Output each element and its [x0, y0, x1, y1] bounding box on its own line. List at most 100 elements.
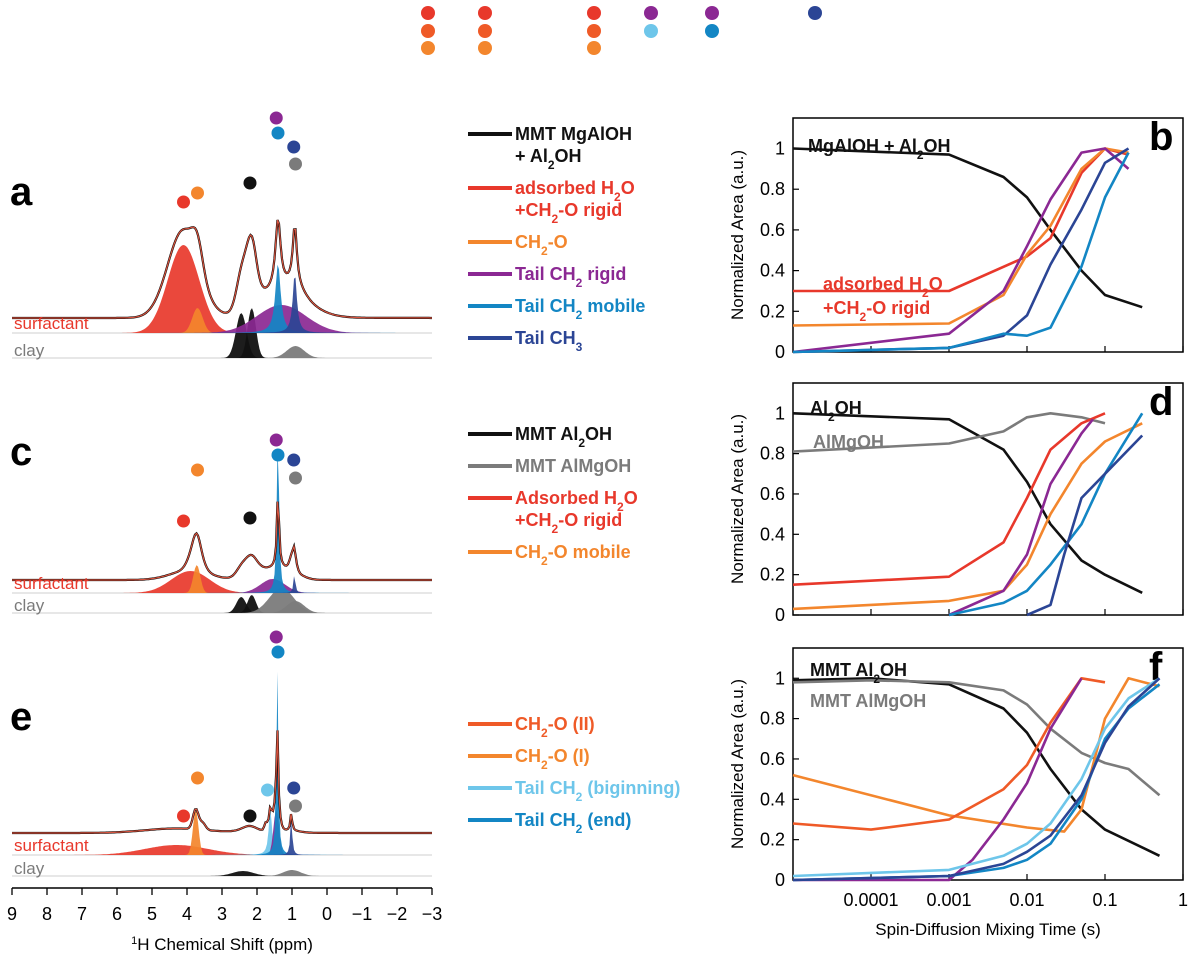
legend-label: Tail CH2 rigid [515, 264, 626, 290]
tick-label: −3 [422, 904, 443, 924]
top-dot-orange [421, 41, 435, 55]
y-axis-label: Normalized Area (a.u.) [728, 150, 747, 320]
nmr-panel-e: e surfactant clay CH2-O (II) CH2-O (I) Tail C… [10, 630, 680, 878]
y-tick-label: 0 [775, 605, 785, 625]
series-line-navy [1026, 434, 1144, 617]
legend-item: CH2-O (I) [468, 746, 590, 772]
y-tick-label: 0.4 [760, 261, 785, 281]
legend-label: Tail CH3 [515, 328, 583, 354]
series-line-red [793, 147, 1129, 293]
x-tick-label: 0.01 [1009, 890, 1044, 910]
series-line-gray [792, 412, 1106, 453]
top-dot-navy [808, 6, 822, 20]
x-tick-label: 1 [1178, 890, 1188, 910]
series-line-purple [948, 418, 1094, 617]
plot-frame [792, 647, 1184, 881]
annotation-black: MMT Al2OH [810, 660, 907, 686]
top-dot-purple [705, 6, 719, 20]
surfactant-component-red [12, 571, 432, 593]
y-tick-label: 0 [775, 342, 785, 362]
peak-dot-gray [289, 471, 302, 485]
surfactant-component-red [12, 845, 432, 855]
tick-label: 1 [287, 904, 297, 924]
top-dot-blue [705, 24, 719, 38]
legend-label: MMT MgAlOH [515, 124, 632, 144]
peak-dot-gray [289, 799, 302, 813]
peak-dot-black [243, 176, 257, 190]
y-tick-label: 1 [775, 139, 785, 159]
top-dot-orange [587, 41, 601, 55]
top-dot-red [421, 6, 435, 20]
clay-component-black [12, 595, 432, 613]
legend-label: +CH2-O rigid [515, 200, 622, 226]
peak-dot-red [177, 809, 190, 823]
legend-label: adsorbed H2O [515, 178, 635, 204]
series-line-light_blue [792, 677, 1161, 878]
series-line-blue [792, 683, 1161, 882]
annotation-gray: MMT AlMgOH [810, 691, 926, 711]
top-dot-red [478, 6, 492, 20]
plot-frame [792, 117, 1184, 353]
series-line-purple [793, 677, 1083, 882]
y-tick-label: 0.8 [760, 179, 785, 199]
clay-label: clay [14, 341, 45, 360]
surfactant-label: surfactant [14, 836, 89, 855]
peak-dot-navy [287, 140, 301, 154]
peak-dot-navy [287, 781, 301, 795]
annotation-red: adsorbed H2O [823, 274, 943, 300]
top-dot-red [587, 6, 601, 20]
series-line-blue [792, 151, 1130, 354]
panel-letter: f [1149, 645, 1163, 689]
panel-letter: a [10, 170, 33, 214]
peak-dot-purple [269, 111, 283, 125]
y-tick-label: 0.2 [760, 565, 785, 585]
peak-dot-purple [269, 630, 283, 644]
tick-label: 8 [42, 904, 52, 924]
clay-component-gray [12, 601, 432, 613]
plot-frame [792, 382, 1184, 616]
peak-dot-black [243, 809, 257, 823]
legend-label: CH2-O (II) [515, 714, 595, 740]
tick-label: 7 [77, 904, 87, 924]
panel-letter: b [1149, 115, 1173, 159]
legend-label: Tail CH2 mobile [515, 296, 645, 322]
legend-label: CH2-O (I) [515, 746, 590, 772]
legend-item: CH2-O (II) [468, 714, 595, 740]
panel-letter: d [1149, 380, 1173, 424]
surfactant-label: surfactant [14, 314, 89, 333]
series-line-purple [792, 147, 1130, 354]
legend-item: Tail CH2 (end) [468, 810, 631, 836]
tick-label: −1 [352, 904, 373, 924]
legend-label: MMT Al2OH [515, 424, 612, 450]
series-line-red [792, 412, 1106, 586]
legend-item: CH2-O [468, 232, 568, 258]
peak-dot-black [243, 511, 257, 525]
series-line-black [792, 412, 1143, 594]
tick-label: 0 [322, 904, 332, 924]
annotation-red: +CH2-O rigid [823, 298, 930, 324]
peak-dot-navy [287, 453, 301, 467]
peak-dot-orange [191, 463, 204, 477]
y-tick-label: 0.4 [760, 789, 785, 809]
y-tick-label: 0.8 [760, 444, 785, 464]
legend-label: CH2-O mobile [515, 542, 631, 568]
y-tick-label: 0.6 [760, 749, 785, 769]
legend-item: MMT Al2OH [468, 424, 612, 450]
peak-dot-gray [289, 157, 302, 171]
tick-label: 3 [217, 904, 227, 924]
legend-item: Tail CH2 mobile [468, 296, 645, 322]
top-dot-light_blue [644, 24, 658, 38]
annotation-black: Al2OH [810, 398, 862, 424]
y-tick-label: 0 [775, 870, 785, 890]
tick-label: 9 [7, 904, 17, 924]
clay-label: clay [14, 859, 45, 878]
legend-label: Tail CH2 (end) [515, 810, 631, 836]
clay-label: clay [14, 596, 45, 615]
legend-item: adsorbed H2O+CH2-O rigid [468, 178, 635, 226]
clay-component-black [12, 871, 432, 876]
legend-item: MMT MgAlOH+ Al2OH [468, 124, 632, 172]
surfactant-component-blue [12, 671, 432, 855]
surfactant-component-blue [12, 447, 432, 593]
panel-letter: c [10, 430, 32, 474]
